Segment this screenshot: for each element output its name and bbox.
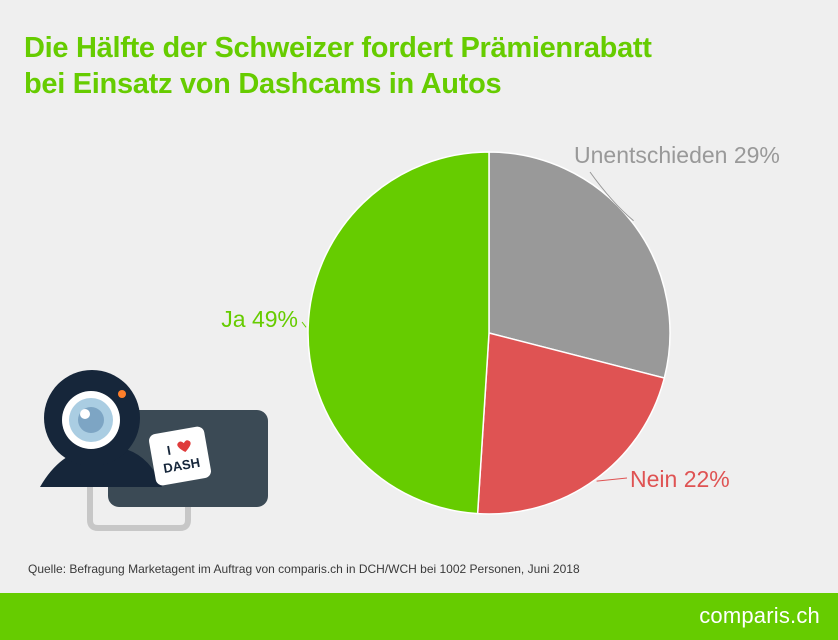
pie-slice-1 (476, 332, 666, 515)
heart-icon (177, 440, 191, 453)
slice-label-2: Ja 49% (221, 306, 298, 332)
comparis-logo: comparis.ch (699, 603, 820, 629)
leader-line-1 (596, 477, 628, 482)
sticker-dash: DASH (162, 455, 201, 476)
camera-record-light (118, 390, 126, 398)
sticker-i: I (166, 443, 172, 458)
source-note: Quelle: Befragung Marketagent im Auftrag… (28, 562, 580, 576)
logo-part-1: c (699, 603, 711, 628)
leader-line-2 (301, 321, 307, 328)
slice-label-0: Unentschieden 29% (574, 142, 780, 168)
pie-labels: Unentschieden 29% Nein 22% Ja 49% (221, 142, 780, 492)
dashcam-illustration: I DASH (40, 370, 268, 531)
title-line-1: Die Hälfte der Schweizer fordert Prämien… (24, 32, 652, 64)
footer-bar: comparis.ch (0, 593, 838, 640)
pie-chart: I DASH Unentschieden 29% Nein 22% Ja 49% (40, 142, 780, 531)
camera-cable (87, 475, 191, 531)
camera-lens-glare (80, 409, 90, 419)
i-love-dash-sticker: I DASH (149, 426, 211, 486)
chart-title: Die Hälfte der Schweizer fordert Prämien… (24, 30, 814, 102)
title-line-2: bei Einsatz von Dashcams in Autos (24, 68, 502, 100)
check-circle-icon: o (710, 603, 722, 629)
pie-leader-lines (301, 171, 634, 482)
pie-slices (307, 151, 671, 515)
logo-part-3: mparis.ch (722, 603, 820, 628)
pie-slice-2 (307, 151, 490, 515)
logo-part-2: o (710, 603, 723, 628)
slice-label-1: Nein 22% (630, 466, 730, 492)
pie-slice-0 (488, 151, 671, 379)
leader-line-0 (589, 171, 634, 222)
